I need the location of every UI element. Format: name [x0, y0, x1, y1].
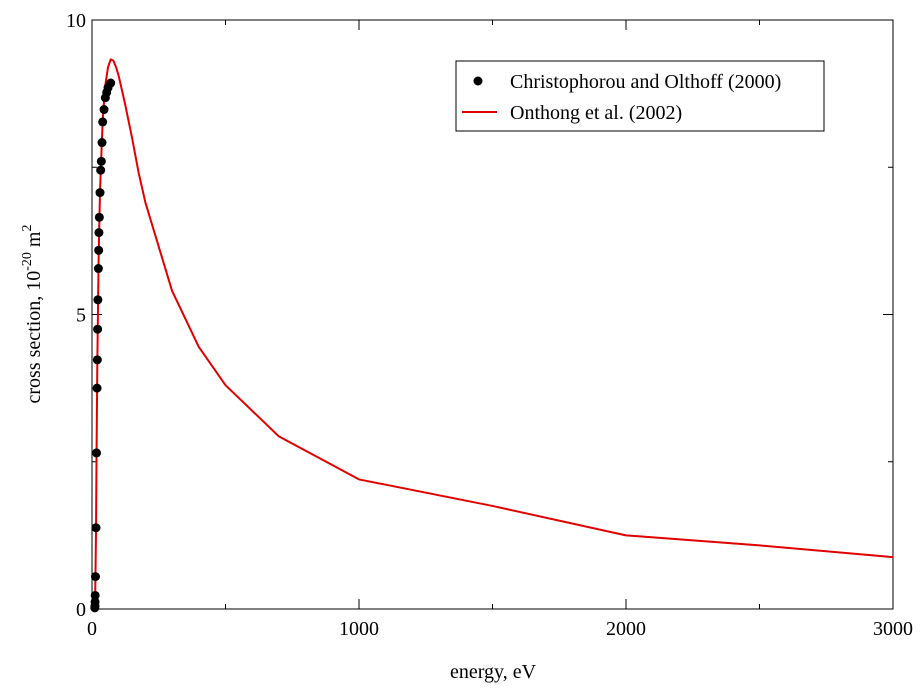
data-point-christophorou — [98, 117, 108, 127]
data-point-christophorou — [90, 572, 100, 582]
x-tick-label: 3000 — [873, 618, 913, 640]
series-line-onthong — [93, 58, 894, 610]
data-point-christophorou — [94, 212, 104, 222]
data-point-christophorou — [94, 228, 104, 238]
x-tick-label: 0 — [87, 618, 97, 640]
x-tick-label: 1000 — [339, 618, 379, 640]
data-point-christophorou — [92, 448, 102, 458]
y-axis-title-unit: m — [23, 231, 45, 252]
data-point-christophorou — [92, 355, 102, 365]
data-point-christophorou — [95, 188, 105, 198]
legend-label-line: Onthong et al. (2002) — [510, 102, 682, 124]
tick-labels: 0 1000 2000 3000 0 5 10 — [66, 10, 913, 640]
y-tick-label: 5 — [76, 305, 86, 327]
data-point-christophorou — [93, 264, 103, 274]
series-points-group — [90, 78, 116, 613]
data-point-christophorou — [97, 138, 107, 148]
legend: Christophorou and Olthoff (2000) Onthong… — [455, 60, 825, 132]
data-point-christophorou — [91, 523, 101, 533]
y-axis-title-main: cross section, 10 — [23, 271, 45, 404]
y-axis-title-unit-exp: 2 — [20, 225, 35, 232]
y-axis-title: cross section, 10-20 m2 — [20, 225, 45, 404]
data-point-christophorou — [94, 245, 104, 255]
legend-marker-scatter — [473, 76, 483, 86]
data-point-christophorou — [90, 590, 100, 600]
data-point-christophorou — [96, 165, 106, 175]
data-point-christophorou — [99, 105, 109, 115]
y-tick-label: 10 — [66, 10, 86, 32]
legend-label-scatter: Christophorou and Olthoff (2000) — [510, 71, 781, 93]
y-axis-title-exp: -20 — [20, 252, 35, 271]
data-point-christophorou — [106, 78, 116, 88]
axis-ticks — [91, 19, 894, 610]
x-tick-label: 2000 — [606, 618, 646, 640]
y-tick-label: 0 — [76, 599, 86, 621]
data-point-christophorou — [93, 324, 103, 334]
legend-box — [455, 60, 825, 132]
series-line-group — [93, 58, 894, 610]
data-point-christophorou — [90, 597, 100, 607]
data-point-christophorou — [93, 295, 103, 305]
data-point-christophorou — [96, 156, 106, 166]
x-axis-title: energy, eV — [450, 661, 537, 683]
data-point-christophorou — [92, 383, 102, 393]
